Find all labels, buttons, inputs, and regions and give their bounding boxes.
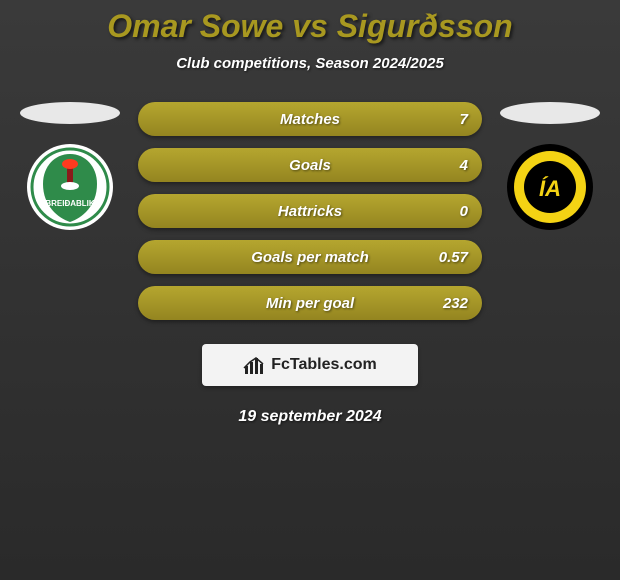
stat-right: 0.57 [439, 249, 468, 266]
left-club-crest: BREIÐABLIK [27, 144, 113, 230]
stat-right: 232 [443, 295, 468, 312]
main-row: BREIÐABLIK Matches 7 Goals 4 Hattricks 0 [0, 102, 620, 320]
date-line: 19 september 2024 [0, 408, 620, 426]
brand-text: FcTables.com [271, 356, 377, 374]
left-player-oval [20, 102, 120, 124]
stat-label: Hattricks [278, 203, 342, 220]
stat-bar-mpg: Min per goal 232 [138, 286, 482, 320]
stat-label: Goals [289, 157, 331, 174]
stat-right: 7 [460, 111, 468, 128]
svg-text:BREIÐABLIK: BREIÐABLIK [45, 199, 95, 208]
stat-bar-matches: Matches 7 [138, 102, 482, 136]
stat-right: 4 [460, 157, 468, 174]
infographic-container: Omar Sowe vs Sigurðsson Club competition… [0, 0, 620, 426]
bar-chart-icon [243, 354, 265, 376]
stat-label: Goals per match [251, 249, 369, 266]
left-player-col: BREIÐABLIK [20, 102, 120, 230]
stat-label: Matches [280, 111, 340, 128]
subtitle: Club competitions, Season 2024/2025 [0, 55, 620, 72]
stat-bar-hattricks: Hattricks 0 [138, 194, 482, 228]
page-title: Omar Sowe vs Sigurðsson [0, 8, 620, 45]
ia-crest-icon: ÍA [507, 144, 593, 230]
stat-right: 0 [460, 203, 468, 220]
stat-bar-gpm: Goals per match 0.57 [138, 240, 482, 274]
brand-box: FcTables.com [202, 344, 418, 386]
right-club-crest: ÍA [507, 144, 593, 230]
stat-label: Min per goal [266, 295, 354, 312]
right-player-oval [500, 102, 600, 124]
stat-bar-goals: Goals 4 [138, 148, 482, 182]
right-player-col: ÍA [500, 102, 600, 230]
stats-column: Matches 7 Goals 4 Hattricks 0 Goals per … [138, 102, 482, 320]
breidablik-crest-icon: BREIÐABLIK [27, 144, 113, 230]
svg-text:ÍA: ÍA [539, 176, 561, 201]
